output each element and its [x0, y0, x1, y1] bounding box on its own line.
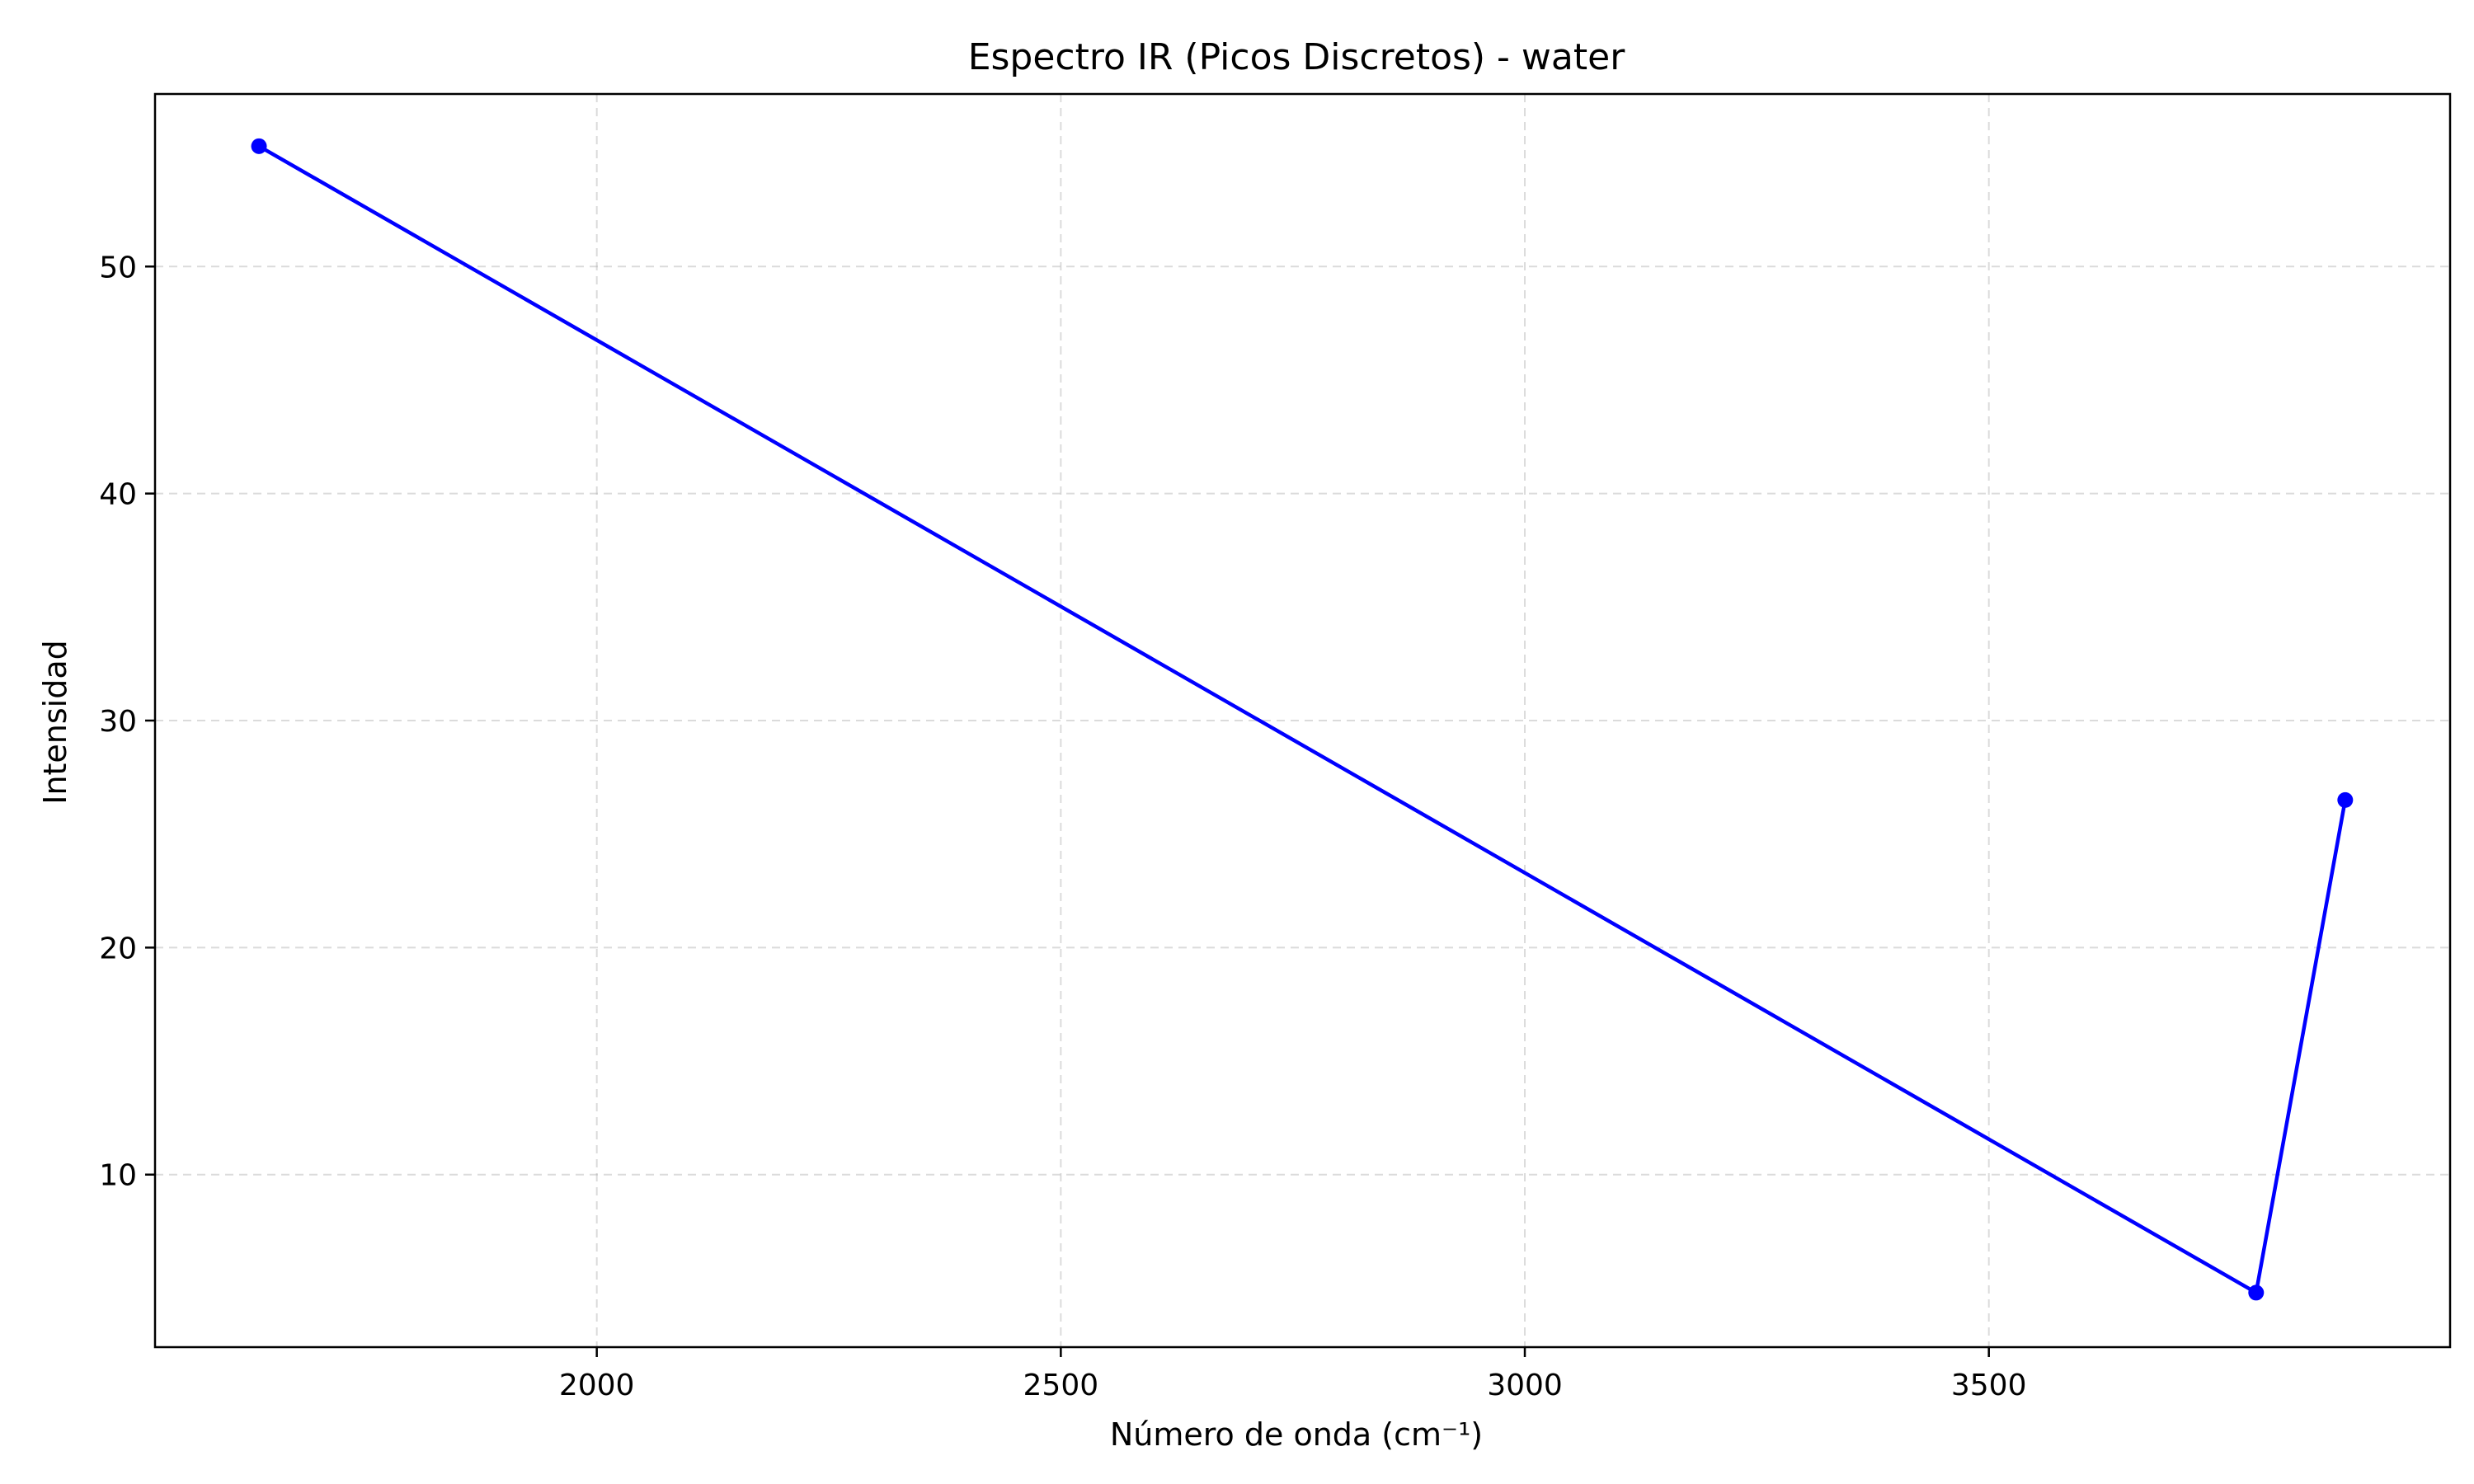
y-tick-label: 40 — [99, 478, 137, 512]
y-tick-label: 50 — [99, 251, 137, 284]
chart-title: Espectro IR (Picos Discretos) - water — [968, 36, 1626, 78]
x-tick-label: 2500 — [1023, 1369, 1099, 1402]
x-tick-label: 3500 — [1951, 1369, 2027, 1402]
data-point — [2337, 791, 2354, 808]
x-axis: 2000 2500 3000 3500 — [559, 1347, 2027, 1402]
y-axis-label: Intensidad — [37, 640, 73, 805]
data-point — [251, 138, 267, 154]
y-axis: 10 20 30 40 50 — [99, 251, 155, 1193]
data-point — [2248, 1284, 2265, 1301]
y-tick-label: 30 — [99, 705, 137, 739]
series-layer — [251, 138, 2354, 1301]
x-tick-label: 2000 — [559, 1369, 635, 1402]
x-tick-label: 3000 — [1487, 1369, 1563, 1402]
x-axis-label: Número de onda (cm⁻¹) — [1110, 1416, 1483, 1453]
y-tick-label: 20 — [99, 932, 137, 965]
y-tick-label: 10 — [99, 1159, 137, 1193]
